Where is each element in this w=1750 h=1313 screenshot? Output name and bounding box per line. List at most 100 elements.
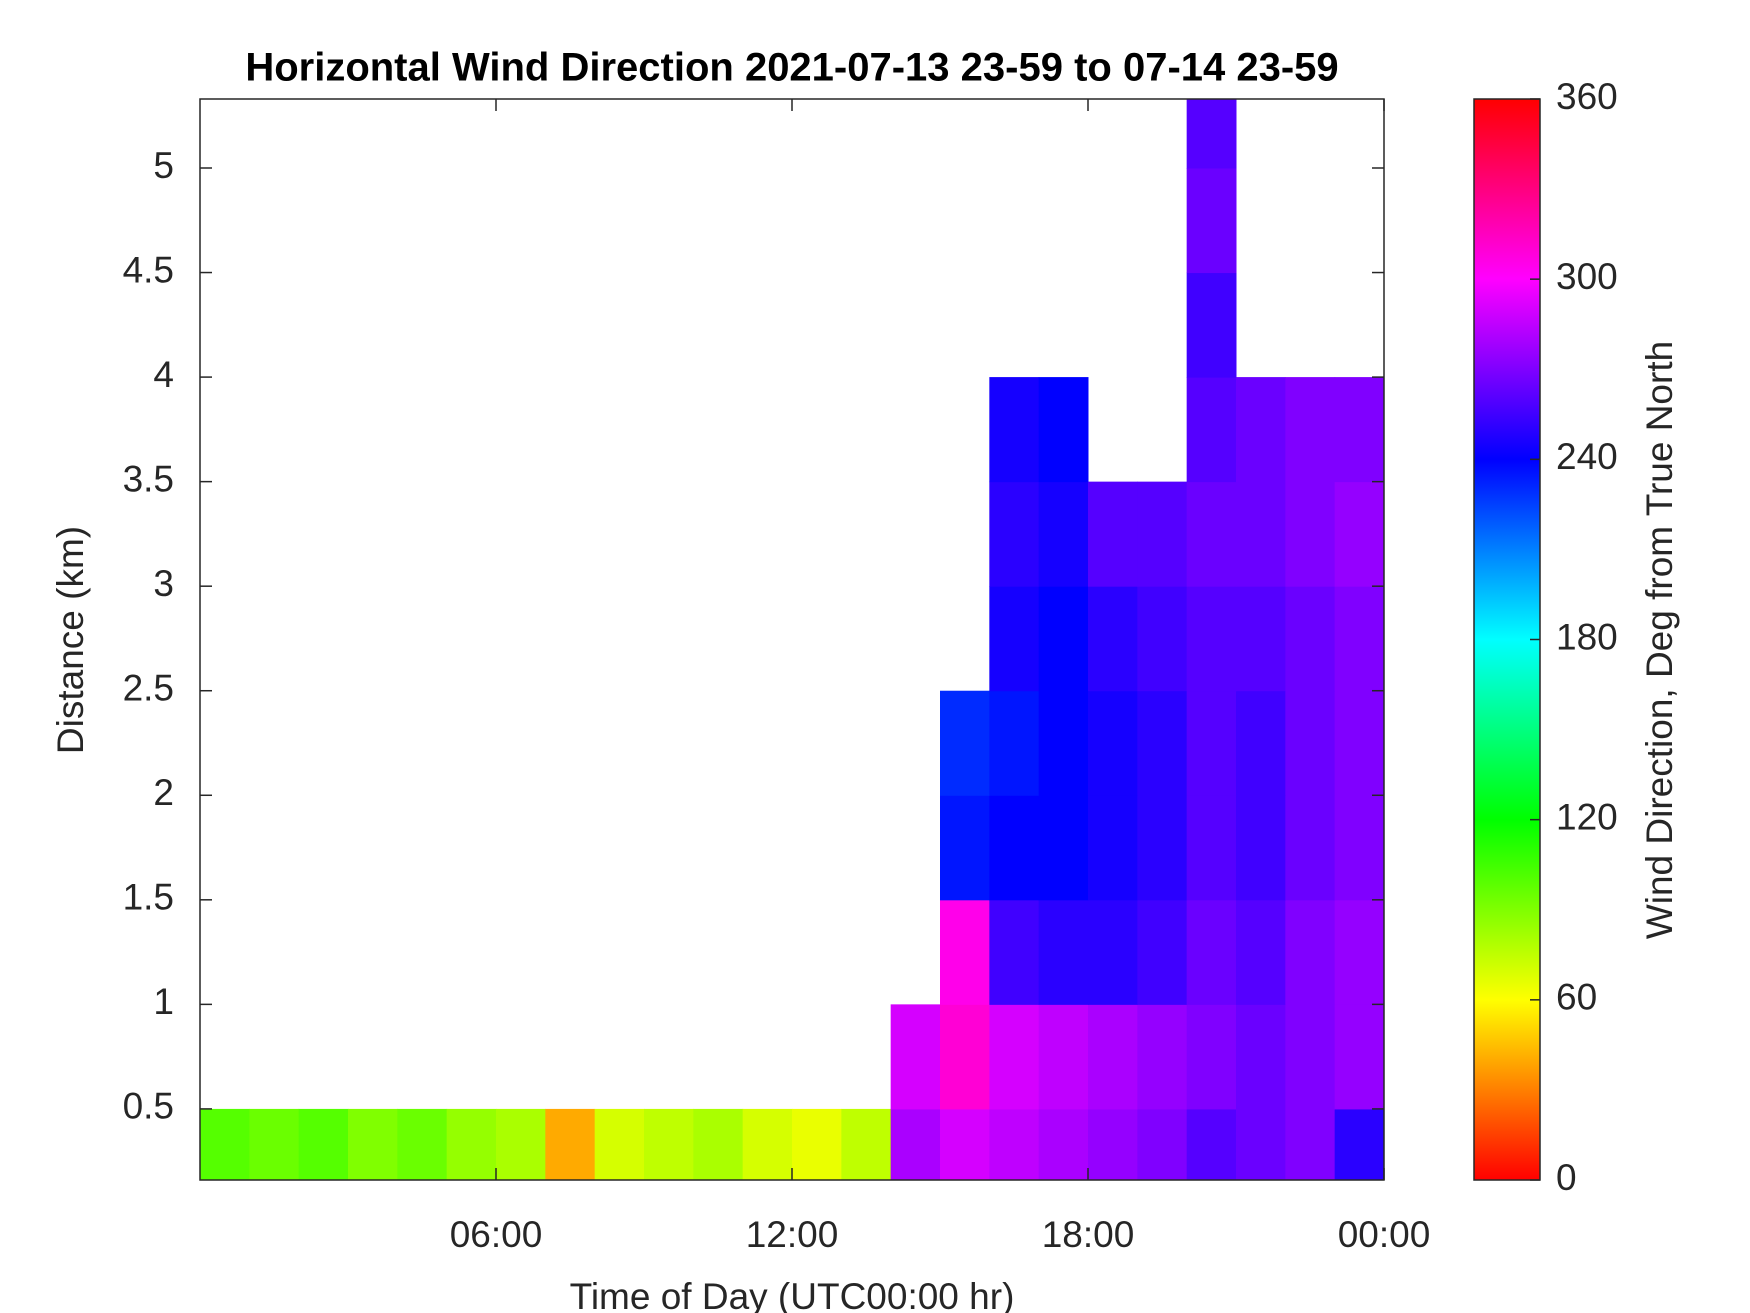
y-tick-label: 3 [153,563,174,604]
heatmap-cell [1088,795,1138,901]
heatmap [200,99,1384,1180]
colorbar-label: Wind Direction, Deg from True North [1639,341,1680,939]
heatmap-cell [1038,1108,1089,1180]
heatmap-cell [1186,168,1237,274]
heatmap-cell [644,1108,694,1180]
heatmap-cell [693,1108,744,1180]
heatmap-cell [1334,795,1384,901]
heatmap-cell [1186,481,1237,587]
x-tick-label: 18:00 [1042,1214,1135,1255]
heatmap-cell [1236,795,1286,901]
heatmap-cell [989,1108,1040,1180]
colorbar-tick-label: 60 [1556,977,1597,1018]
heatmap-cell [545,1108,596,1180]
x-tick-label: 12:00 [746,1214,839,1255]
heatmap-cell [1285,795,1336,901]
heatmap-cell [1186,586,1237,692]
heatmap-cell [989,1004,1040,1110]
heatmap-cell [1334,481,1384,587]
heatmap-cell [989,795,1040,901]
colorbar-tick-label: 240 [1556,436,1618,477]
y-tick-label: 5 [153,145,174,186]
heatmap-cell [1088,690,1138,796]
heatmap-cell [1088,899,1138,1005]
heatmap-cell [1038,377,1089,483]
heatmap-cell [1334,1108,1384,1180]
heatmap-cell [1285,586,1336,692]
y-tick-label: 1.5 [123,877,174,918]
heatmap-cell [1236,690,1286,796]
heatmap-cell [1334,586,1384,692]
colorbar-tick-label: 120 [1556,796,1618,837]
heatmap-cell [1186,272,1237,378]
heatmap-cell [446,1108,497,1180]
colorbar-tick-label: 300 [1556,256,1618,297]
heatmap-cell [940,1004,990,1110]
x-tick-label: 00:00 [1338,1214,1431,1255]
heatmap-cell [940,899,990,1005]
heatmap-cell [792,1108,842,1180]
heatmap-cell [742,1108,793,1180]
heatmap-cell [1038,586,1089,692]
heatmap-cell [1088,1108,1138,1180]
y-tick-label: 1 [153,981,174,1022]
heatmap-cell [496,1108,546,1180]
colorbar-tick-label: 360 [1556,76,1618,117]
heatmap-cell [1186,1004,1237,1110]
heatmap-cell [1186,795,1237,901]
heatmap-cell [1137,899,1188,1005]
colorbar-tick-label: 0 [1556,1157,1577,1198]
heatmap-cell [1285,690,1336,796]
heatmap-cell [1186,377,1237,483]
heatmap-cell [940,690,990,796]
heatmap-cell [1334,899,1384,1005]
y-tick-label: 4.5 [123,249,174,290]
heatmap-cell [940,1108,990,1180]
heatmap-cell [1285,1004,1336,1110]
heatmap-cell [1038,795,1089,901]
heatmap-cell [1236,1108,1286,1180]
heatmap-cell [1334,377,1384,483]
heatmap-cell [1236,1004,1286,1110]
heatmap-cell [1038,481,1089,587]
heatmap-cell [1186,1108,1237,1180]
y-tick-label: 3.5 [123,458,174,499]
heatmap-cell [1038,899,1089,1005]
y-tick-label: 2 [153,772,174,813]
heatmap-cell [397,1108,448,1180]
heatmap-cell [1186,899,1237,1005]
heatmap-cell [1038,1004,1089,1110]
heatmap-cell [1236,481,1286,587]
heatmap-cell [249,1108,300,1180]
y-tick-label: 0.5 [123,1086,174,1127]
heatmap-cell [1236,377,1286,483]
heatmap-cell [1137,586,1188,692]
heatmap-cell [841,1108,892,1180]
heatmap-cell [1137,1108,1188,1180]
heatmap-cell [1236,586,1286,692]
heatmap-cell [1334,690,1384,796]
heatmap-cell [1137,1004,1188,1110]
heatmap-cell [1088,586,1138,692]
heatmap-cell [989,690,1040,796]
y-tick-label: 4 [153,354,174,395]
heatmap-cell [940,795,990,901]
heatmap-cell [1285,377,1336,483]
heatmap-cell [1088,481,1138,587]
heatmap-cell [890,1004,941,1110]
y-axis-label: Distance (km) [50,526,91,754]
chart-title: Horizontal Wind Direction 2021-07-13 23-… [245,46,1338,90]
heatmap-cell [348,1108,398,1180]
heatmap-cell [1137,795,1188,901]
heatmap-cell [989,481,1040,587]
x-tick-label: 06:00 [450,1214,543,1255]
heatmap-cell [1186,690,1237,796]
colorbar [1473,98,1541,1181]
heatmap-cell [989,377,1040,483]
heatmap-cell [1285,1108,1336,1180]
heatmap-cell [1285,481,1336,587]
heatmap-cell [594,1108,645,1180]
heatmap-cell [1285,899,1336,1005]
colorbar-tick-label: 180 [1556,616,1618,657]
